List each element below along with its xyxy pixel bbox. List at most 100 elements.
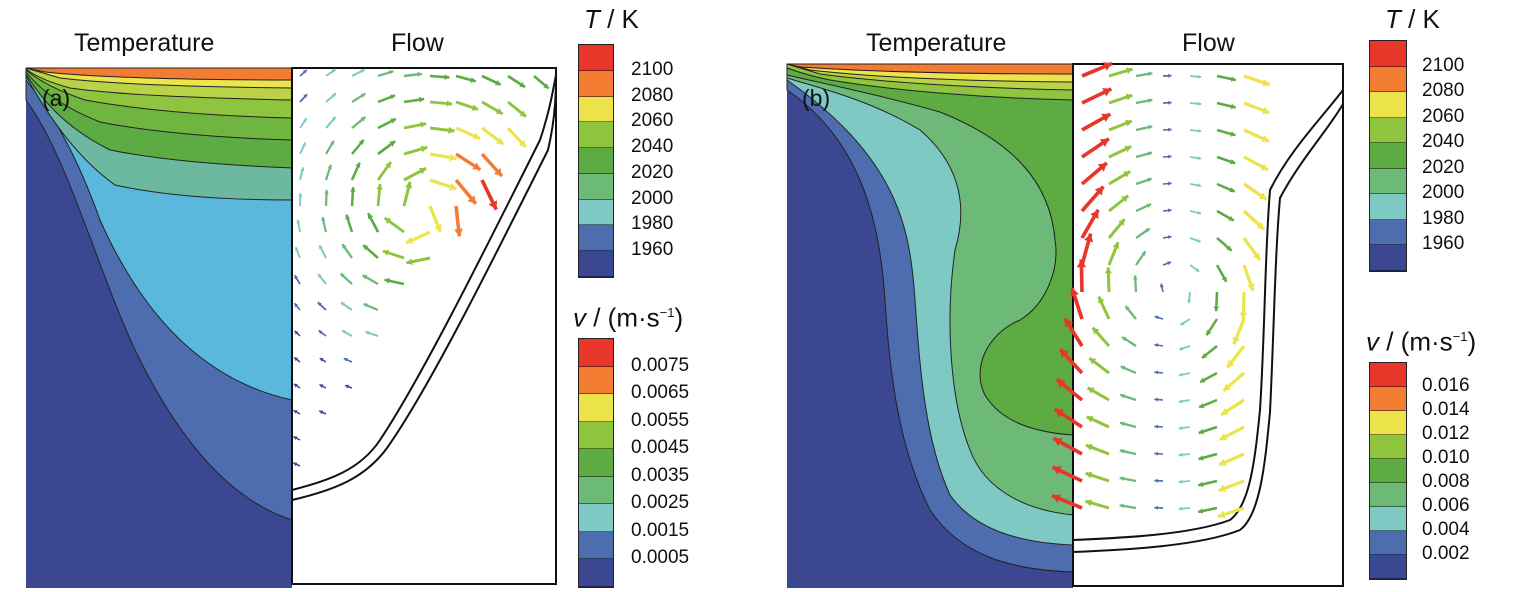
velocity-arrowhead [1101, 113, 1111, 122]
velocity-arrowhead [1154, 505, 1158, 510]
colorbar-segment [579, 173, 613, 200]
velocity-arrowhead [1085, 471, 1093, 479]
velocity-arrowhead [1087, 387, 1095, 394]
temperature-unit: / K [599, 4, 639, 34]
velocity-arrowhead [355, 162, 361, 168]
colorbar-segment [579, 148, 613, 174]
flow-domain [1072, 63, 1344, 587]
velocity-arrowhead [1154, 343, 1159, 348]
colorbar-segment [579, 70, 613, 97]
velocity-arrowhead [389, 70, 394, 75]
velocity-arrowhead [1239, 312, 1248, 320]
velocity-arrowhead [1154, 451, 1158, 456]
velocity-arrowhead [1145, 228, 1150, 233]
colorbar-label: 2020 [631, 161, 674, 183]
velocity-vectors [292, 68, 550, 467]
velocity-arrowhead [1197, 101, 1202, 106]
velocity-arrowhead [385, 162, 391, 169]
velocity-arrowhead [294, 330, 299, 335]
velocity-arrowhead [389, 141, 396, 147]
velocity-arrowhead [434, 224, 442, 232]
velocity-arrowhead [294, 303, 299, 308]
velocity-arrowhead [419, 167, 427, 175]
velocity-arrowhead [1167, 235, 1172, 240]
colorbar-segment [579, 199, 613, 226]
colorbar-segment [1370, 507, 1406, 531]
velocity-arrowhead [1178, 506, 1183, 511]
velocity-arrowhead [1147, 177, 1152, 183]
velocity-arrowhead [1125, 67, 1133, 75]
velocity-arrowhead [1119, 421, 1125, 427]
velocity-arrowhead [1178, 452, 1183, 457]
velocity-arrowhead [1198, 455, 1204, 461]
velocity-arrowhead [1097, 162, 1107, 172]
colorbar-label: 0.0045 [631, 437, 690, 459]
temperature-scale-title: T / K [1385, 4, 1440, 34]
velocity-arrowhead [1120, 393, 1125, 399]
velocity-arrowhead [1099, 138, 1109, 148]
velocity-arrowhead [405, 181, 413, 189]
velocity-arrowhead [1076, 259, 1087, 268]
colorbar-segment [579, 421, 613, 450]
velocity-unit-prefix: / (m·s [1379, 326, 1453, 357]
colorbar-segment [579, 394, 613, 422]
velocity-arrowhead [327, 164, 332, 170]
colorbar-segment [1370, 143, 1406, 169]
velocity-arrowhead [1118, 219, 1125, 226]
velocity-arrowhead [518, 139, 526, 148]
velocity-arrowhead [1232, 336, 1240, 345]
colorbar-label: 2000 [631, 187, 674, 209]
velocity-arrowhead [293, 436, 298, 440]
velocity-arrowhead [1261, 106, 1270, 115]
velocity-arrowhead [470, 77, 476, 83]
velocity-arrowhead [1090, 209, 1099, 219]
velocity-arrowhead [1168, 73, 1172, 78]
colorbar-label: 0.016 [1422, 375, 1470, 396]
isotherm-2040 [786, 63, 1074, 436]
velocity-arrowhead [1125, 93, 1133, 101]
velocity-arrowhead [1201, 353, 1208, 359]
velocity-arrowhead [1187, 299, 1192, 304]
velocity-arrowhead [1226, 245, 1232, 251]
velocity-arrowhead [1064, 318, 1073, 328]
velocity-arrowhead [332, 93, 337, 98]
velocity-arrowhead [1178, 399, 1183, 404]
velocity-arrowhead [1261, 134, 1269, 143]
velocity-arrowhead [1051, 494, 1061, 503]
colorbar-segment [1370, 168, 1406, 195]
isotherm-2100 [25, 67, 293, 81]
velocity-arrowhead [420, 145, 428, 153]
velocity-arrowhead [295, 247, 299, 252]
velocity-arrowhead [446, 100, 453, 107]
colorbar-label: 0.012 [1422, 423, 1470, 444]
velocity-arrowhead [302, 69, 307, 74]
velocity-arrowhead [362, 275, 368, 280]
velocity-arrowhead [1069, 288, 1079, 297]
velocity-arrowhead [495, 137, 504, 145]
velocity-arrowhead [1146, 203, 1152, 208]
velocity-arrowhead [454, 228, 463, 237]
temperature-field [786, 63, 1074, 588]
velocity-arrowhead [294, 275, 299, 280]
velocity-arrowhead [1247, 283, 1255, 291]
velocity-arrowhead [472, 132, 481, 140]
velocity-arrowhead [1086, 415, 1094, 423]
colorbar-segment [1370, 66, 1406, 93]
colorbar-label: 0.008 [1422, 471, 1470, 492]
velocity-arrowhead [324, 190, 329, 194]
velocity-scale-title: v / (m·s−1) [1366, 322, 1476, 357]
colorbar-segment [1370, 387, 1406, 411]
velocity-arrowhead [360, 116, 366, 122]
colorbar-label: 0.0015 [631, 519, 690, 541]
panel-b: Temperature Flow (b) T / K 2100 2080 2060 2… [760, 0, 1535, 592]
velocity-arrowhead [383, 249, 390, 256]
velocity-vectors [1051, 61, 1271, 519]
velocity-colorbar [578, 338, 614, 588]
colorbar-segment [579, 96, 613, 123]
colorbar-segment [1370, 531, 1406, 555]
velocity-arrowhead [1052, 466, 1062, 475]
velocity-unit-exponent: −1 [659, 305, 675, 320]
velocity-arrowhead [1213, 306, 1220, 312]
velocity-arrowhead [1148, 71, 1153, 77]
velocity-arrowhead [1119, 448, 1125, 454]
